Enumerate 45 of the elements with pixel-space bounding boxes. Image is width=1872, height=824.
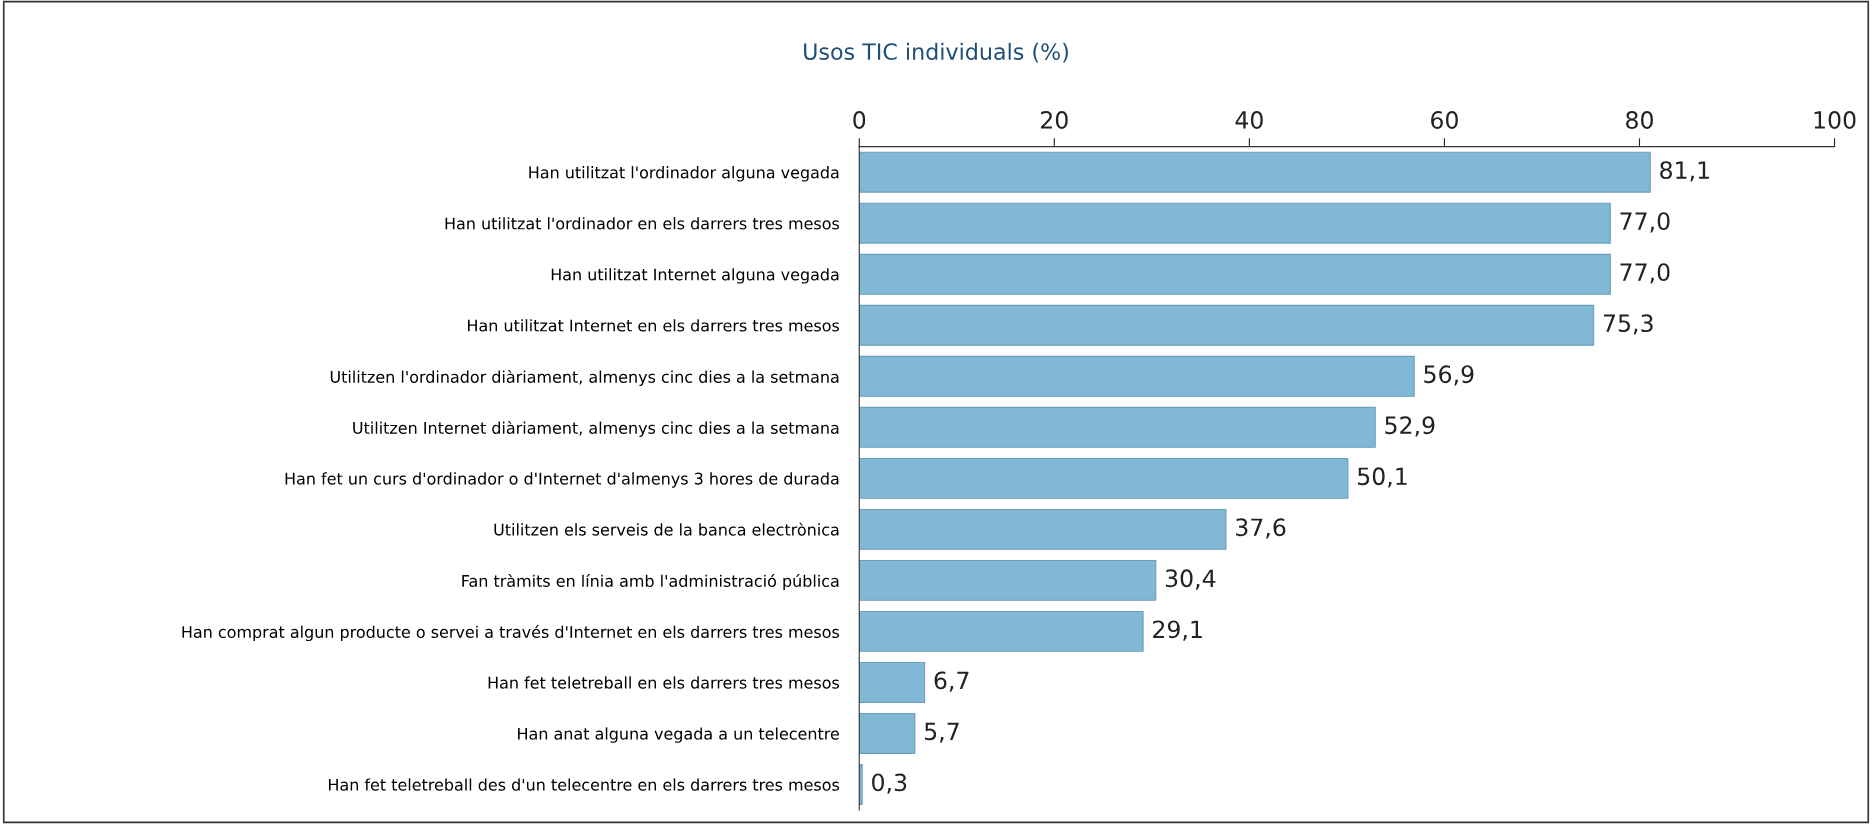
x-tick-label: 40 xyxy=(1235,111,1263,129)
data-label: 81,1 xyxy=(1660,161,1709,182)
y-tick-label: Han fet teletreball des d'un telecentre en els darrers tres mesos xyxy=(328,778,840,791)
data-label: 30,4 xyxy=(1165,569,1216,590)
bar xyxy=(859,355,1415,397)
bar xyxy=(859,559,1157,601)
y-tick-label: Han utilitzat Internet en els darrers tres mesos xyxy=(468,319,840,332)
x-tick-label: 80 xyxy=(1626,111,1653,129)
data-label: 77,0 xyxy=(1620,212,1670,233)
x-tick-label: 100 xyxy=(1814,111,1856,129)
y-tick-label: Han anat alguna vegada a un telecentre xyxy=(518,727,839,743)
data-label: 50,1 xyxy=(1358,467,1407,488)
y-tick-label: Utilitzen els serveis de la banca electrònica xyxy=(494,522,839,536)
data-label: 0,3 xyxy=(872,773,907,794)
x-tick-label: 0 xyxy=(853,111,866,129)
x-tick-label: 20 xyxy=(1041,111,1068,129)
bar xyxy=(859,713,916,754)
y-tick-label: Han utilitzat Internet alguna vegada xyxy=(551,268,839,284)
bar xyxy=(859,406,1376,448)
y-tick-label: Utilitzen l'ordinador diàriament, almenys cinc dies a la setmana xyxy=(330,369,839,386)
data-label: 56,9 xyxy=(1424,365,1474,386)
chart-title: Usos TIC individuals (%) xyxy=(804,42,1068,63)
y-tick-label: Han fet un curs d'ordinador o d'Internet d'almenys 3 hores de durada xyxy=(285,472,839,488)
y-tick-label: Han utilitzat l'ordinador alguna vegada xyxy=(529,166,839,182)
data-label: 29,1 xyxy=(1153,620,1202,641)
y-tick-label: Han fet teletreball en els darrers tres mesos xyxy=(488,676,840,689)
y-tick-label: Utilitzen Internet diàriament, almenys cinc dies a la setmana xyxy=(353,420,839,438)
bar xyxy=(859,253,1611,295)
bar xyxy=(859,610,1144,652)
data-label: 6,7 xyxy=(934,671,969,692)
x-tick-label: 60 xyxy=(1431,111,1458,129)
bar xyxy=(859,508,1227,550)
bar xyxy=(859,202,1611,244)
data-label: 5,7 xyxy=(925,722,959,743)
data-label: 52,9 xyxy=(1385,416,1435,437)
bar xyxy=(859,457,1349,499)
bar xyxy=(859,151,1651,193)
bar xyxy=(859,661,926,703)
bar xyxy=(859,304,1595,346)
y-tick-label: Fan tràmits en línia amb l'administració pública xyxy=(462,573,839,591)
data-label: 77,0 xyxy=(1620,263,1670,284)
data-label: 75,3 xyxy=(1603,314,1653,335)
data-label: 37,6 xyxy=(1236,518,1286,539)
y-tick-label: Han utilitzat l'ordinador en els darrers tres mesos xyxy=(445,217,840,230)
y-tick-label: Han comprat algun producte o servei a través d'Internet en els darrers tres mesos xyxy=(182,625,840,642)
